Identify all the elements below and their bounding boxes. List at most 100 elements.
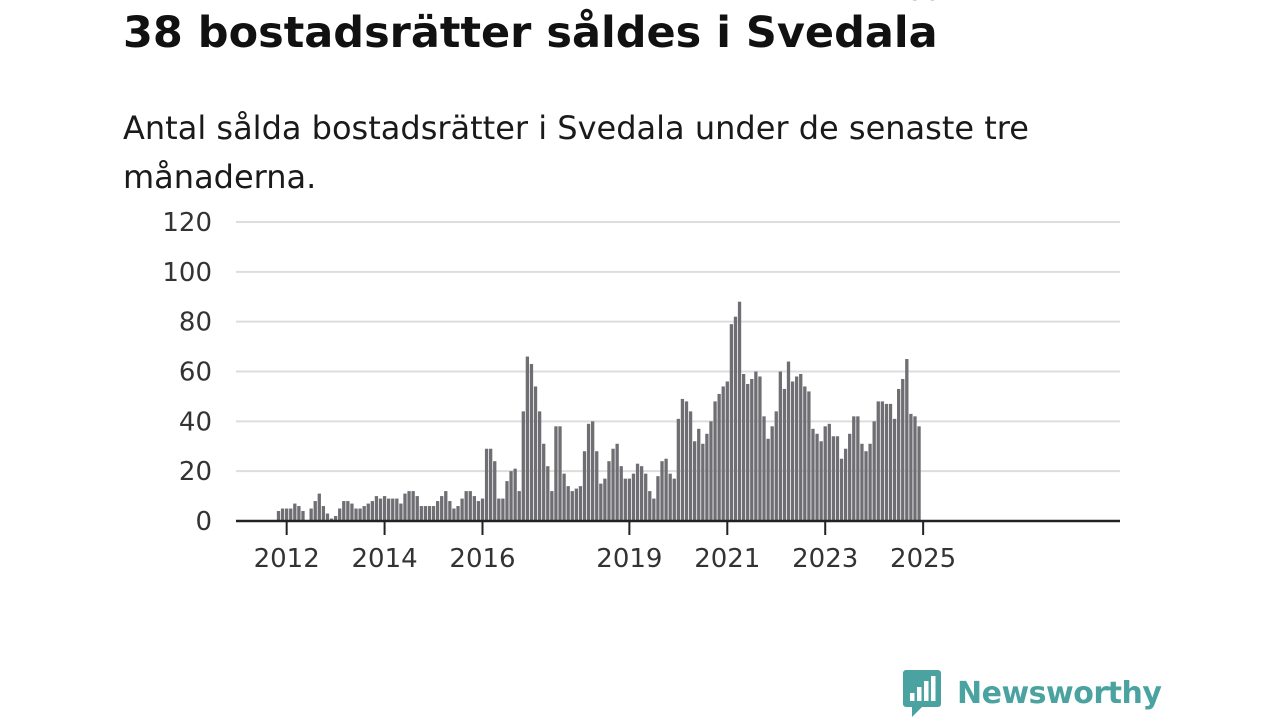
bar [860, 443, 864, 521]
bar [509, 471, 513, 521]
bar [709, 421, 713, 521]
bar [668, 473, 672, 521]
bar [517, 491, 521, 521]
bar [582, 451, 587, 521]
bar [325, 513, 330, 521]
bar [293, 503, 297, 521]
bar [627, 478, 632, 521]
bar [644, 473, 648, 521]
bar [631, 473, 636, 521]
bar [917, 426, 921, 521]
bar [872, 421, 876, 521]
bar [276, 511, 281, 521]
bar [762, 416, 766, 521]
bar [444, 491, 448, 521]
bar [301, 511, 305, 521]
bar [313, 501, 317, 521]
y-tick-label: 0 [195, 507, 212, 537]
grid-lines [236, 221, 1120, 473]
bar [435, 501, 440, 521]
x-axis-labels: 2012 2014 2016 2019 2021 2023 2025 [254, 544, 957, 574]
bar [615, 443, 619, 521]
bar [892, 418, 897, 521]
bar [697, 428, 701, 521]
y-tick-label: 20 [179, 457, 212, 487]
bar [464, 491, 468, 521]
x-tick-label: 2012 [254, 544, 320, 574]
bar [741, 373, 746, 521]
bar [574, 488, 578, 521]
bar [378, 498, 383, 521]
y-tick-label: 100 [162, 258, 212, 288]
x-tick-label: 2014 [351, 544, 417, 574]
bar [672, 478, 676, 521]
bar [338, 508, 342, 521]
bar [799, 373, 803, 521]
bar [688, 411, 693, 521]
bar [803, 386, 807, 521]
bar [603, 478, 607, 521]
bar [839, 458, 844, 521]
bar [427, 506, 432, 521]
bar [835, 436, 840, 521]
bar [717, 393, 721, 521]
bar [566, 486, 570, 521]
y-tick-label: 40 [179, 407, 212, 437]
bar [737, 301, 742, 521]
bar [586, 423, 591, 521]
bar [656, 476, 660, 521]
y-axis-labels: 0 20 40 60 80 100 120 [162, 208, 212, 537]
bar [831, 436, 836, 521]
brand-name: Newsworthy [957, 675, 1162, 711]
bar [705, 433, 709, 521]
bar [701, 443, 705, 521]
bar [570, 491, 574, 521]
bar [815, 433, 819, 521]
bar [905, 359, 909, 521]
chart-subtitle: Antal sålda bostadsrätter i Svedala unde… [123, 109, 1029, 196]
bar [440, 496, 444, 521]
bar [415, 496, 419, 521]
bar [333, 516, 338, 521]
bar [807, 391, 811, 521]
bar [501, 498, 505, 521]
bar [558, 426, 562, 521]
bar [497, 498, 501, 521]
bar [635, 463, 640, 521]
bar [525, 356, 530, 521]
bar [578, 486, 583, 521]
bar [648, 491, 652, 521]
bar [725, 381, 729, 521]
x-tick-label: 2023 [792, 544, 858, 574]
bar [770, 426, 774, 521]
bar [754, 371, 758, 521]
bars [276, 301, 921, 522]
bar [554, 426, 558, 521]
bar [676, 418, 680, 521]
bar [856, 416, 860, 521]
y-tick-label: 80 [179, 308, 212, 338]
bar [366, 503, 370, 521]
bar [827, 423, 831, 521]
bar [619, 466, 623, 521]
bar [480, 498, 485, 521]
bar [423, 506, 428, 521]
bar [550, 491, 554, 521]
x-tick-label: 2021 [694, 544, 760, 574]
bar [370, 501, 374, 521]
bar [521, 411, 525, 521]
bar [537, 411, 542, 521]
bar [456, 506, 460, 521]
bar [848, 433, 852, 521]
bar [382, 496, 387, 521]
bar [431, 506, 436, 521]
newsworthy-logo: Newsworthy [902, 668, 1162, 718]
bar [354, 508, 358, 521]
bar [664, 458, 668, 521]
bar [513, 468, 517, 521]
bar [868, 443, 872, 521]
bar [595, 451, 599, 521]
x-tick-label: 2016 [449, 544, 515, 574]
